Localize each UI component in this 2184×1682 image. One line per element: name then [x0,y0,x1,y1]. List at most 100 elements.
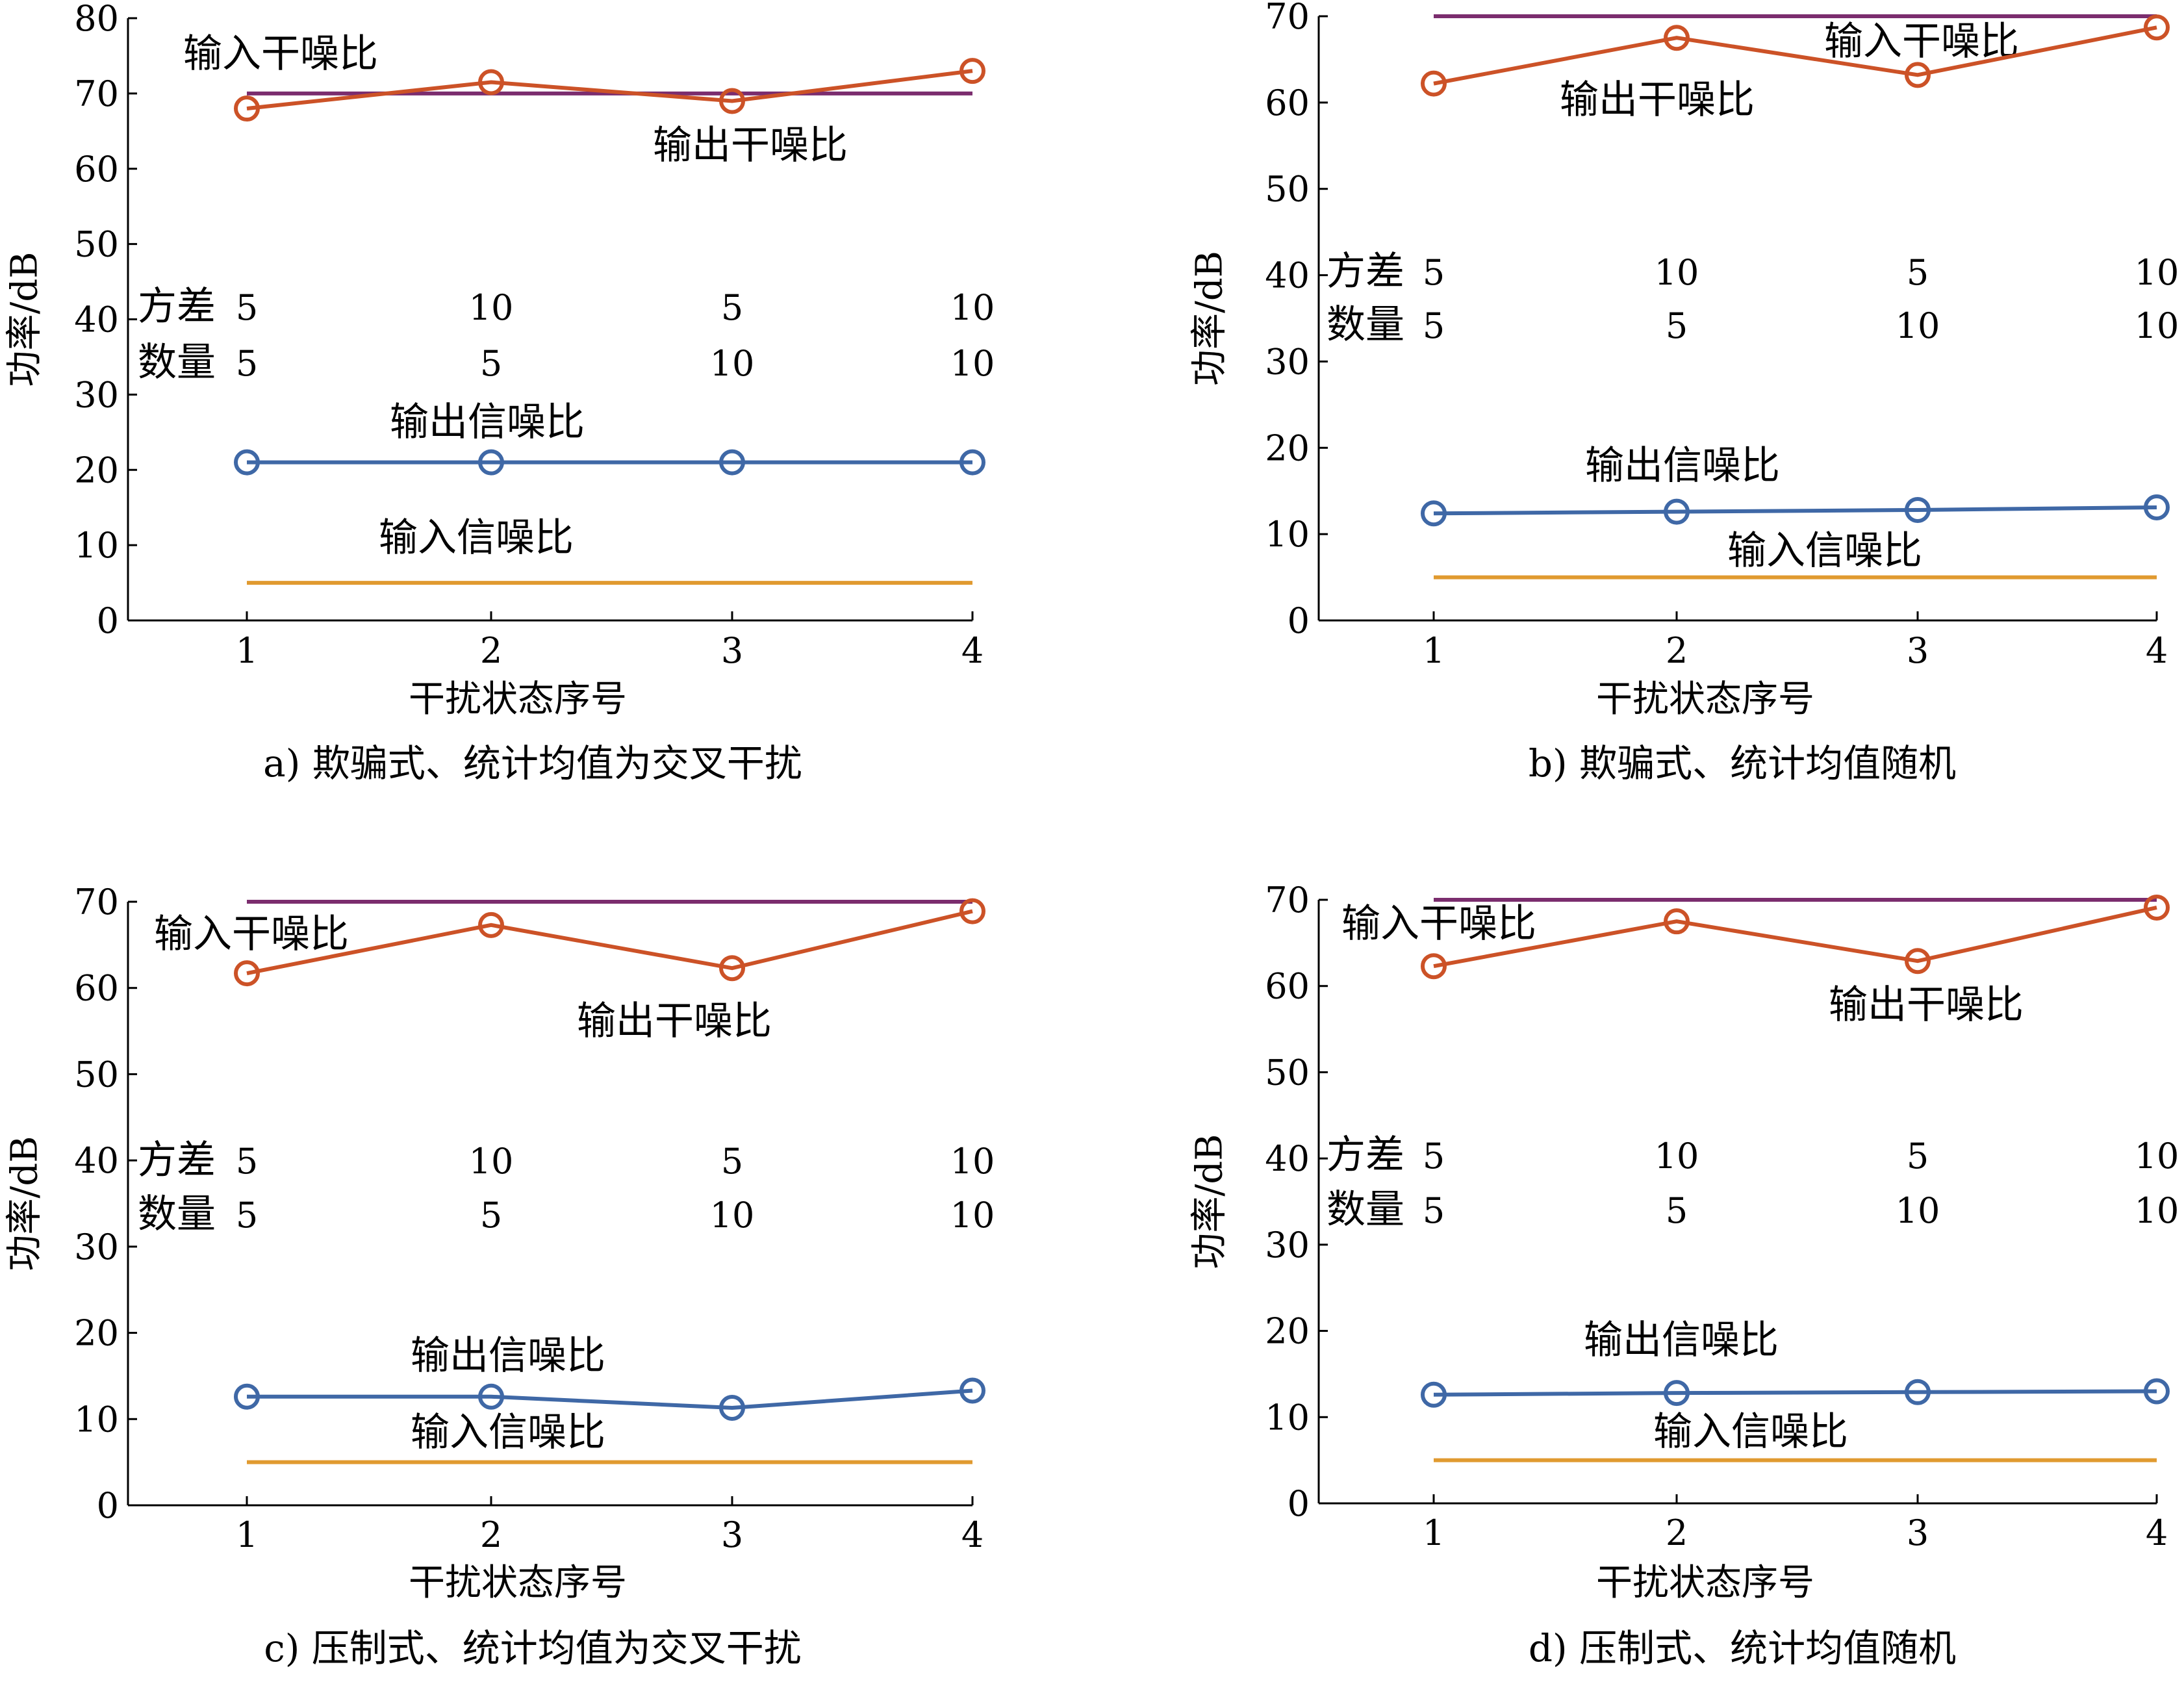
count-value: 5 [1423,1190,1445,1231]
y-tick-label: 20 [1265,427,1310,468]
y-tick-label: 60 [74,149,119,190]
data-point-output_sjr [959,58,985,84]
variance-value: 10 [469,1141,514,1182]
y-tick-label: 60 [1265,83,1310,123]
x-tick-label: 2 [1666,1512,1688,1553]
series-line-output_snr [1433,1389,2157,1397]
count-row-label: 数量 [1327,1187,1404,1232]
variance-value: 10 [950,287,995,328]
count-value: 5 [236,1195,258,1236]
y-axis-label: 功率/dB [4,252,46,387]
x-tick-label: 1 [1423,1512,1445,1553]
x-tick-label: 4 [961,630,984,671]
data-point-output_sjr [719,88,745,114]
variance-value: 5 [1907,252,1929,293]
count-value: 10 [950,1195,995,1236]
x-axis-label: 干扰状态序号 [409,678,627,720]
y-tick-label: 20 [74,1313,119,1354]
panel-caption: a) 欺骗式、统计均值为交叉干扰 [263,741,802,785]
y-tick-label: 40 [1265,255,1310,296]
data-point-output_sjr [1905,62,1931,88]
y-tick-label: 50 [1265,1052,1310,1093]
x-axis-label: 干扰状态序号 [1596,1562,1814,1604]
count-value: 10 [2135,1190,2179,1231]
series-label-output_sjr: 输出干噪比 [1560,77,1755,123]
series-label-output_snr: 输出信噪比 [1585,443,1780,489]
series-line-output_snr [1433,505,2157,516]
data-point-output_snr [234,449,260,476]
y-tick-label: 50 [74,224,119,265]
data-point-output_snr [1664,1380,1690,1407]
data-point-output_snr [1905,496,1931,523]
variance-value: 5 [236,1141,258,1182]
count-row-label: 数量 [1327,302,1404,348]
chart-panel-2: 0 10 20 30 40 50 60 70 1 2 3 4 干扰状态序号 功率/dB b) 欺骗式、统计均… [1189,0,2179,785]
data-point-output_snr [2144,494,2170,520]
y-tick-label: 30 [1265,341,1310,382]
series-line-output_sjr [1433,25,2157,86]
y-tick-label: 0 [97,600,119,641]
data-point-output_sjr [478,911,504,938]
x-tick-label: 3 [721,1514,743,1555]
x-tick-label: 2 [1666,630,1688,671]
y-tick-label: 10 [74,1399,119,1440]
x-tick-label: 4 [2146,630,2168,671]
variance-value: 5 [1907,1136,1929,1177]
x-tick-label: 3 [1907,630,1929,671]
series-label-input_sjr: 输入干噪比 [1824,19,2019,64]
y-tick-label: 50 [74,1054,119,1095]
count-value: 10 [710,343,755,384]
panel-caption: b) 欺骗式、统计均值随机 [1529,741,1956,785]
data-point-output_sjr [1664,25,1690,51]
series-line-output_snr [247,1388,973,1410]
variance-value: 5 [721,287,743,328]
data-point-output_sjr [478,69,504,96]
data-point-output_sjr [1421,953,1447,980]
data-point-output_snr [1421,500,1447,527]
y-axis-label: 功率/dB [1189,1134,1231,1269]
x-tick-label: 1 [1423,630,1445,671]
count-value: 5 [480,1195,502,1236]
y-tick-label: 40 [1265,1138,1310,1179]
y-tick-label: 50 [1265,169,1310,210]
series-label-input_snr: 输入信噪比 [1727,528,1922,574]
count-value: 10 [2135,305,2179,346]
data-point-output_snr [478,449,504,476]
count-value: 10 [1896,1190,1940,1231]
data-point-output_sjr [959,898,985,924]
y-tick-label: 0 [1288,1483,1310,1524]
series-label-input_sjr: 输入干噪比 [183,31,378,77]
y-tick-label: 10 [1265,1397,1310,1438]
y-tick-label: 70 [1265,880,1310,921]
data-point-output_sjr [234,96,260,122]
x-tick-label: 3 [721,630,743,671]
data-point-output_sjr [234,960,260,987]
variance-row-label: 方差 [1327,1132,1404,1178]
y-tick-label: 0 [1288,600,1310,641]
y-tick-label: 80 [74,0,119,39]
y-tick-label: 40 [74,299,119,340]
series-label-output_snr: 输出信噪比 [1584,1318,1779,1363]
series-label-input_sjr: 输入干噪比 [1341,901,1536,947]
variance-value: 5 [1423,252,1445,293]
count-value: 5 [1666,305,1688,346]
count-row-label: 数量 [138,340,216,385]
series-line-output_sjr [1433,906,2157,969]
chart-panel-1: 0 10 20 30 40 50 60 70 80 1 2 3 4 干扰状态序号 功率/dB a) 欺骗式、统… [4,0,995,785]
variance-value: 10 [2135,252,2179,293]
variance-value: 5 [236,287,258,328]
y-tick-label: 30 [74,1227,119,1268]
y-tick-label: 30 [1265,1225,1310,1266]
y-tick-label: 60 [1265,966,1310,1007]
series-label-output_sjr: 输出干噪比 [1829,982,2024,1028]
variance-value: 10 [1655,1136,1699,1177]
chart-panel-4: 0 10 20 30 40 50 60 70 1 2 3 4 干扰状态序号 功率/dB d) 压制式、统计均… [1189,880,2179,1670]
variance-row-label: 方差 [138,1138,216,1183]
data-point-output_sjr [1664,908,1690,935]
data-point-output_sjr [2144,894,2170,921]
x-tick-label: 3 [1907,1512,1929,1553]
panel-caption: d) 压制式、统计均值随机 [1529,1626,1956,1670]
y-tick-label: 10 [74,525,119,566]
y-axis-label: 功率/dB [1189,251,1231,386]
y-tick-label: 30 [74,374,119,415]
